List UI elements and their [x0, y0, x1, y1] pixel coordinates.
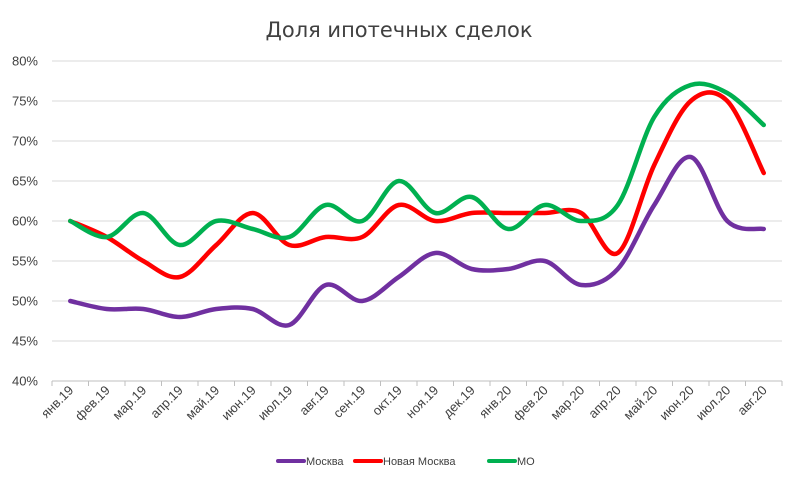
legend-label: Новая Москва: [383, 456, 456, 468]
y-tick-label: 65%: [12, 174, 38, 189]
y-tick-label: 55%: [12, 254, 38, 269]
gridlines: [52, 60, 782, 342]
x-tick-label: апр.20: [585, 383, 624, 422]
chart-title: Доля ипотечных сделок: [265, 18, 532, 42]
x-tick-label: ноя.19: [403, 383, 442, 422]
x-axis-ticks: янв.19фев.19мар.19апр.19май.19июн.19июл.…: [38, 383, 770, 424]
x-tick-label: июн.19: [218, 383, 258, 423]
x-axis: [51, 380, 783, 386]
legend-label: Москва: [306, 456, 344, 468]
x-tick-label: авг.19: [296, 383, 332, 419]
series-lines: [68, 81, 766, 328]
y-tick-label: 70%: [12, 134, 38, 149]
y-axis-ticks: 40% 45% 50% 55% 60% 65% 70% 75% 80%: [12, 54, 38, 389]
x-tick-label: авг.20: [734, 383, 770, 419]
y-tick-label: 60%: [12, 214, 38, 229]
legend: Москва Новая Москва МО: [276, 456, 535, 468]
y-tick-label: 45%: [12, 334, 38, 349]
x-tick-label: мар.20: [547, 383, 587, 423]
x-tick-label: дек.19: [440, 383, 478, 421]
x-tick-label: май.20: [620, 383, 660, 423]
y-tick-label: 75%: [12, 94, 38, 109]
x-tick-label: окт.19: [369, 383, 405, 419]
y-tick-label: 50%: [12, 294, 38, 309]
series-line-1: [68, 90, 766, 280]
x-tick-label: фев.20: [510, 383, 551, 424]
x-tick-label: мар.19: [109, 383, 149, 423]
x-tick-label: фев.19: [72, 383, 113, 424]
x-tick-label: янв.19: [38, 383, 76, 421]
x-tick-label: июн.20: [656, 383, 696, 423]
x-tick-label: апр.19: [147, 383, 186, 422]
x-tick-label: июл.20: [693, 383, 734, 424]
x-tick-label: июл.19: [255, 383, 296, 424]
legend-label: МО: [517, 456, 535, 468]
y-tick-label: 80%: [12, 54, 38, 69]
x-tick-label: май.19: [182, 383, 222, 423]
y-tick-label: 40%: [12, 374, 38, 389]
series-line-0: [68, 154, 766, 328]
x-tick-label: сен.19: [330, 383, 368, 421]
x-tick-label: янв.20: [476, 383, 514, 421]
series-line-2: [68, 81, 766, 248]
